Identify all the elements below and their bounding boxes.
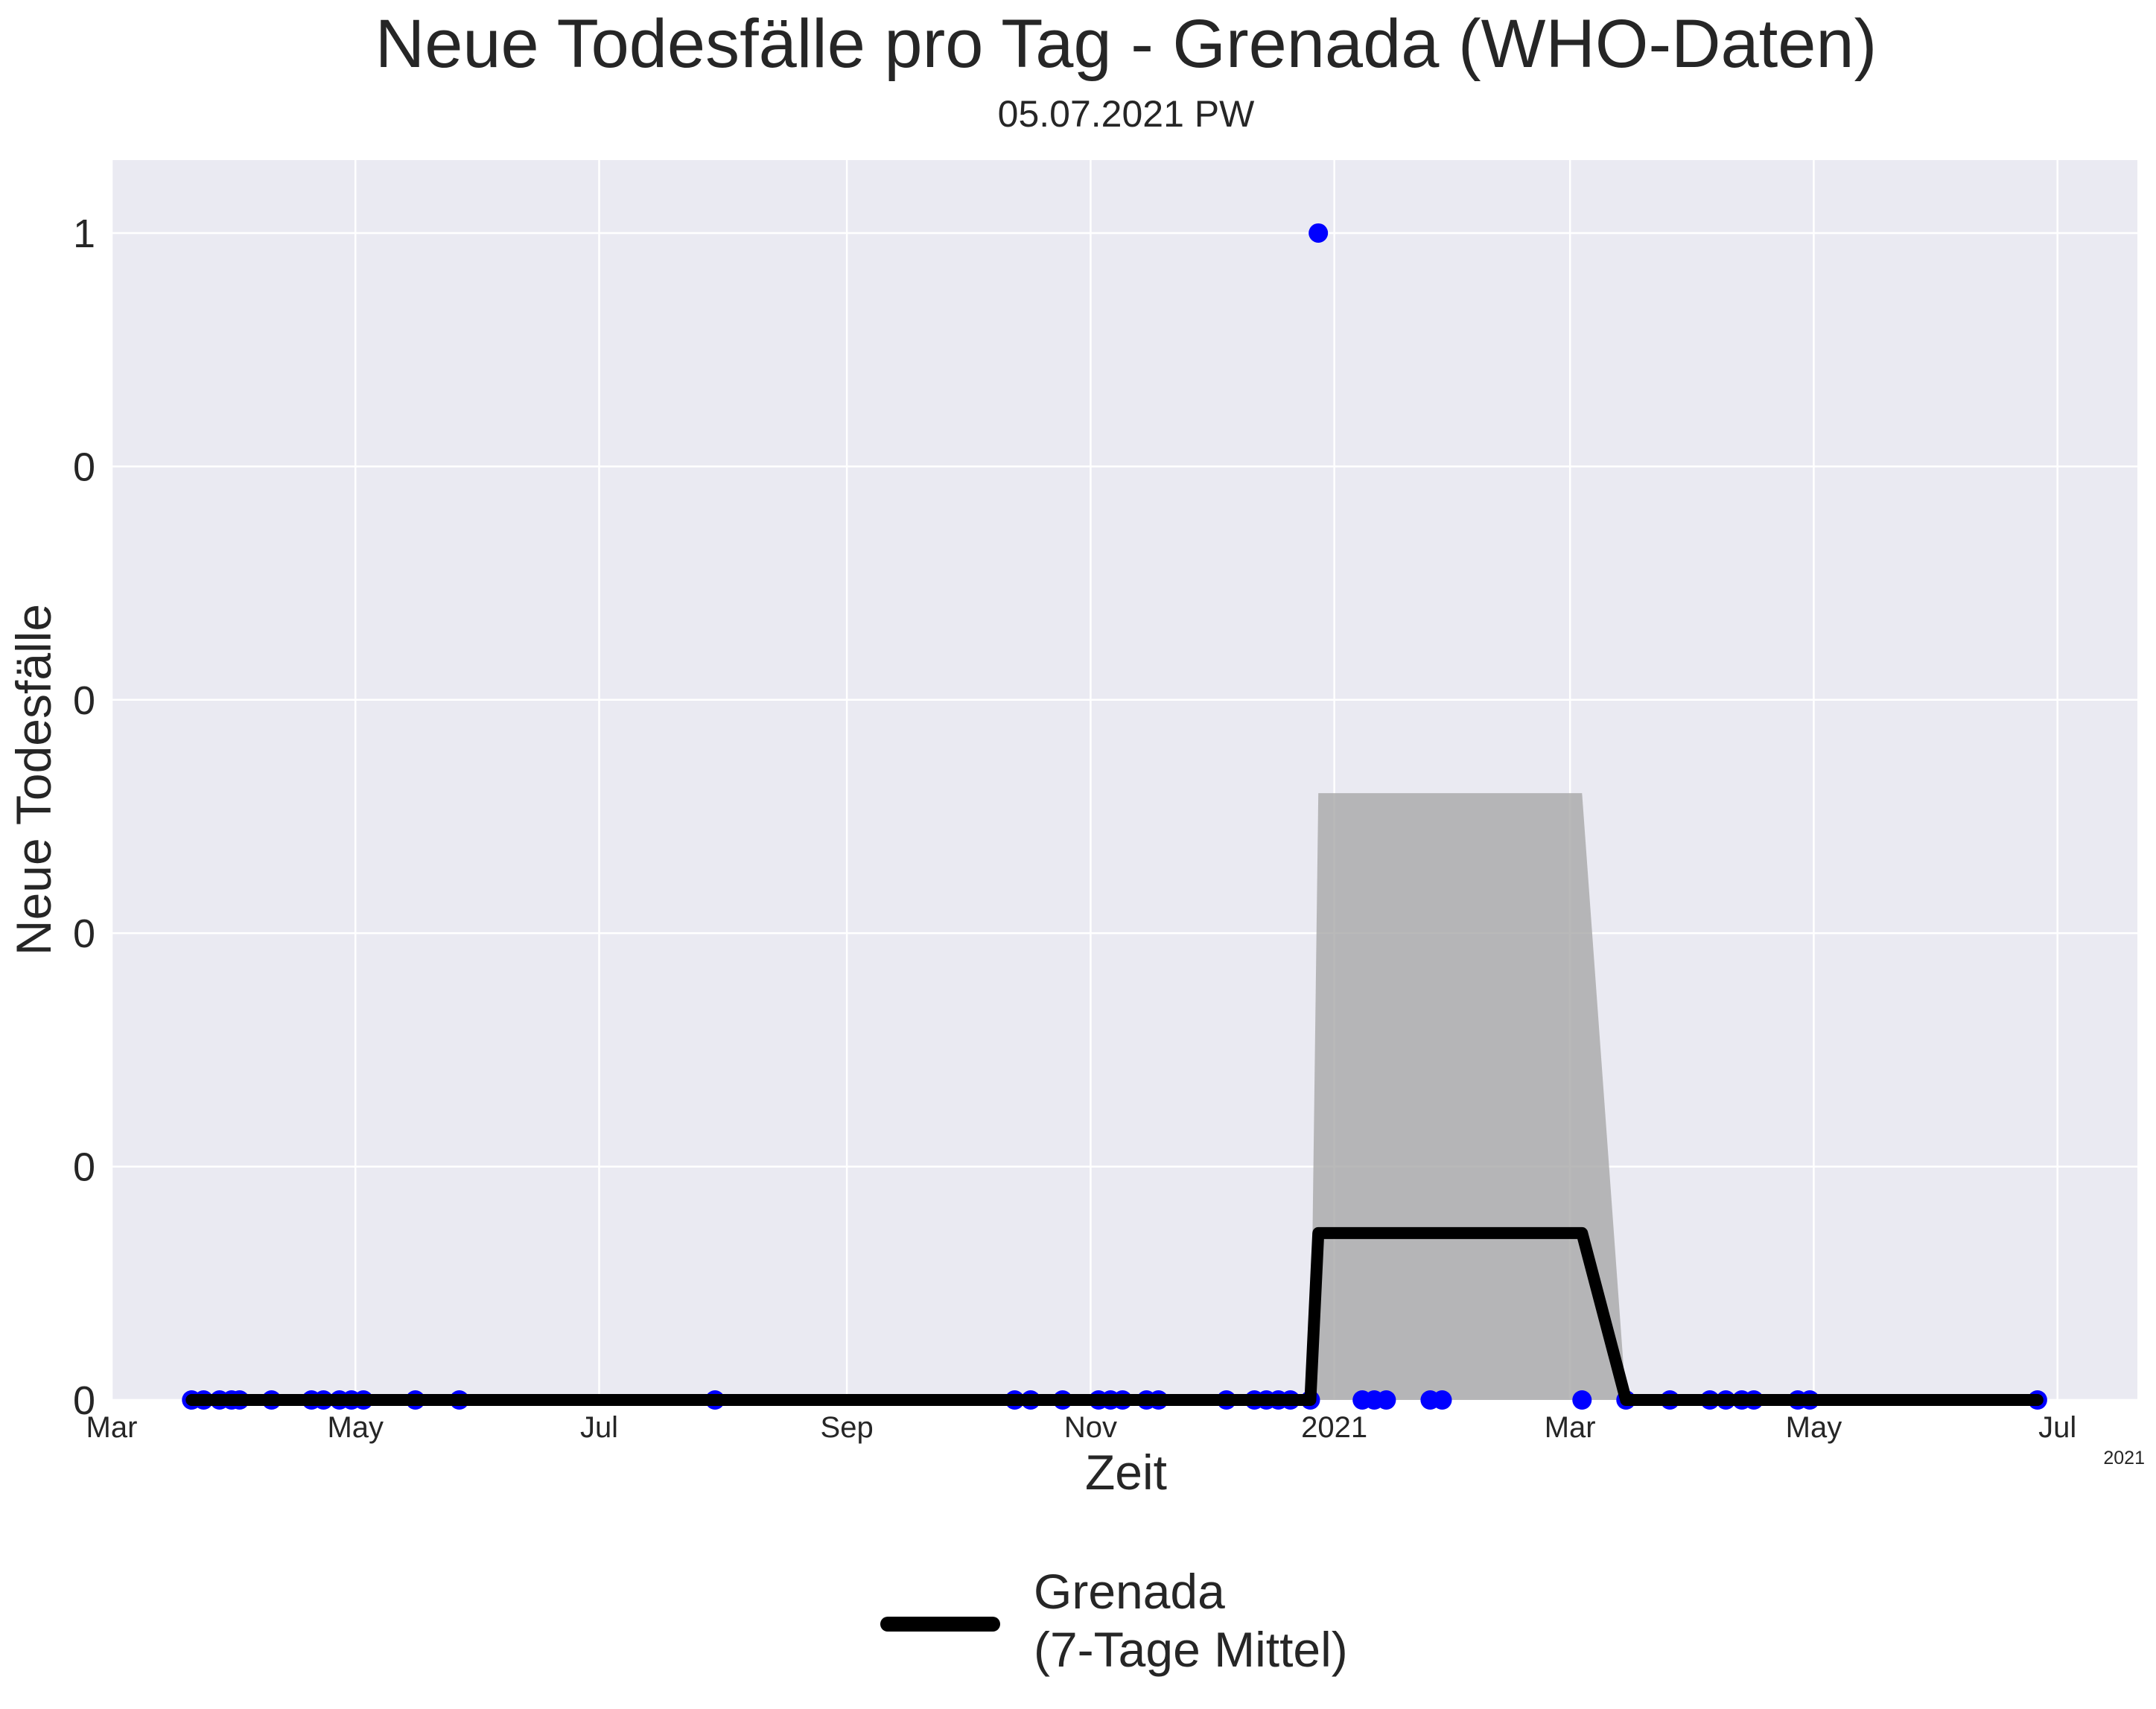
y-tick-label-4: 0 xyxy=(73,445,95,489)
data-point-28 xyxy=(1308,223,1329,243)
x-tick-label-4: Nov xyxy=(1064,1411,1117,1444)
chart-subtitle: 05.07.2021 PW xyxy=(998,93,1255,135)
y-ticks: 0 0 0 0 0 1 xyxy=(73,211,95,1423)
legend-label-line-2: (7-Tage Mittel) xyxy=(1034,1622,1348,1677)
y-axis-title: Neue Todesfälle xyxy=(6,604,61,955)
y-tick-label-5: 1 xyxy=(73,211,95,256)
x-tick-label-5: 2021 xyxy=(1301,1411,1367,1444)
x-tick-label-6: Mar xyxy=(1545,1411,1596,1444)
y-tick-label-1: 0 xyxy=(73,1145,95,1190)
band-layer xyxy=(1310,793,1626,1400)
plot-area xyxy=(112,160,2137,1400)
x-ticks: Mar May Jul Sep Nov 2021 Mar May Jul xyxy=(86,1411,2077,1444)
chart-title: Neue Todesfälle pro Tag - Grenada (WHO-D… xyxy=(375,6,1877,82)
legend-label: Grenada (7-Tage Mittel) xyxy=(1034,1564,1348,1677)
line-layer xyxy=(185,1226,2044,1406)
x-tick-label-8: Jul xyxy=(2038,1411,2076,1444)
x-tick-label-7: May xyxy=(1786,1411,1842,1444)
series-line-7-day-mean xyxy=(185,1226,2044,1406)
x-tick-label-1: May xyxy=(327,1411,384,1444)
legend: Grenada (7-Tage Mittel) xyxy=(880,1564,1348,1677)
y-tick-label-2: 0 xyxy=(73,911,95,956)
x-offset-label: 2021 xyxy=(2103,1448,2145,1468)
y-tick-label-0: 0 xyxy=(73,1378,95,1423)
x-axis-title: Zeit xyxy=(1085,1445,1167,1500)
data-point-31 xyxy=(1376,1390,1396,1410)
x-tick-label-0: Mar xyxy=(86,1411,138,1444)
legend-label-line-1: Grenada xyxy=(1034,1564,1225,1619)
data-point-34 xyxy=(1572,1390,1592,1410)
x-tick-label-2: Jul xyxy=(580,1411,618,1444)
data-point-33 xyxy=(1432,1390,1452,1410)
y-tick-label-3: 0 xyxy=(73,678,95,723)
band-area xyxy=(1310,793,1626,1400)
x-tick-label-3: Sep xyxy=(821,1411,874,1444)
